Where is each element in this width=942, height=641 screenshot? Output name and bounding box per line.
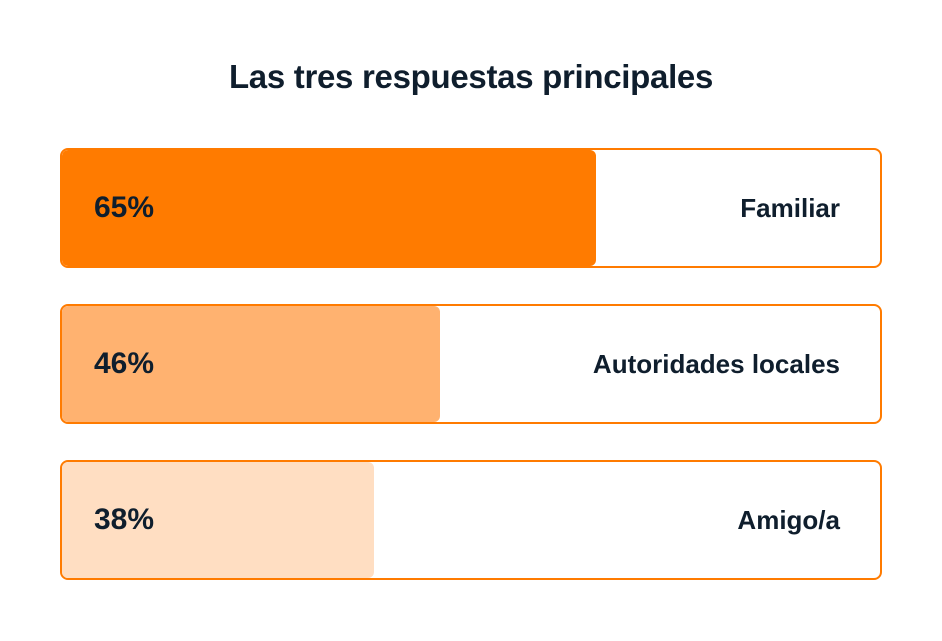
bar-value-label: 38% <box>94 503 155 536</box>
bar-value-label: 46% <box>94 347 155 380</box>
bar-row: 65% Familiar <box>60 148 882 268</box>
bar-category-label: Amigo/a <box>737 504 840 535</box>
bar-row: 38% Amigo/a <box>60 460 882 580</box>
bar-category-label: Autoridades locales <box>592 348 840 379</box>
bar-fill <box>62 306 440 422</box>
bar-value-label: 65% <box>94 191 155 224</box>
chart-title: Las tres respuestas principales <box>228 58 714 95</box>
bar-row: 46% Autoridades locales <box>60 304 882 424</box>
bar-fill <box>62 150 596 266</box>
bar-category-label: Familiar <box>740 192 840 223</box>
bar-fill <box>62 462 375 578</box>
